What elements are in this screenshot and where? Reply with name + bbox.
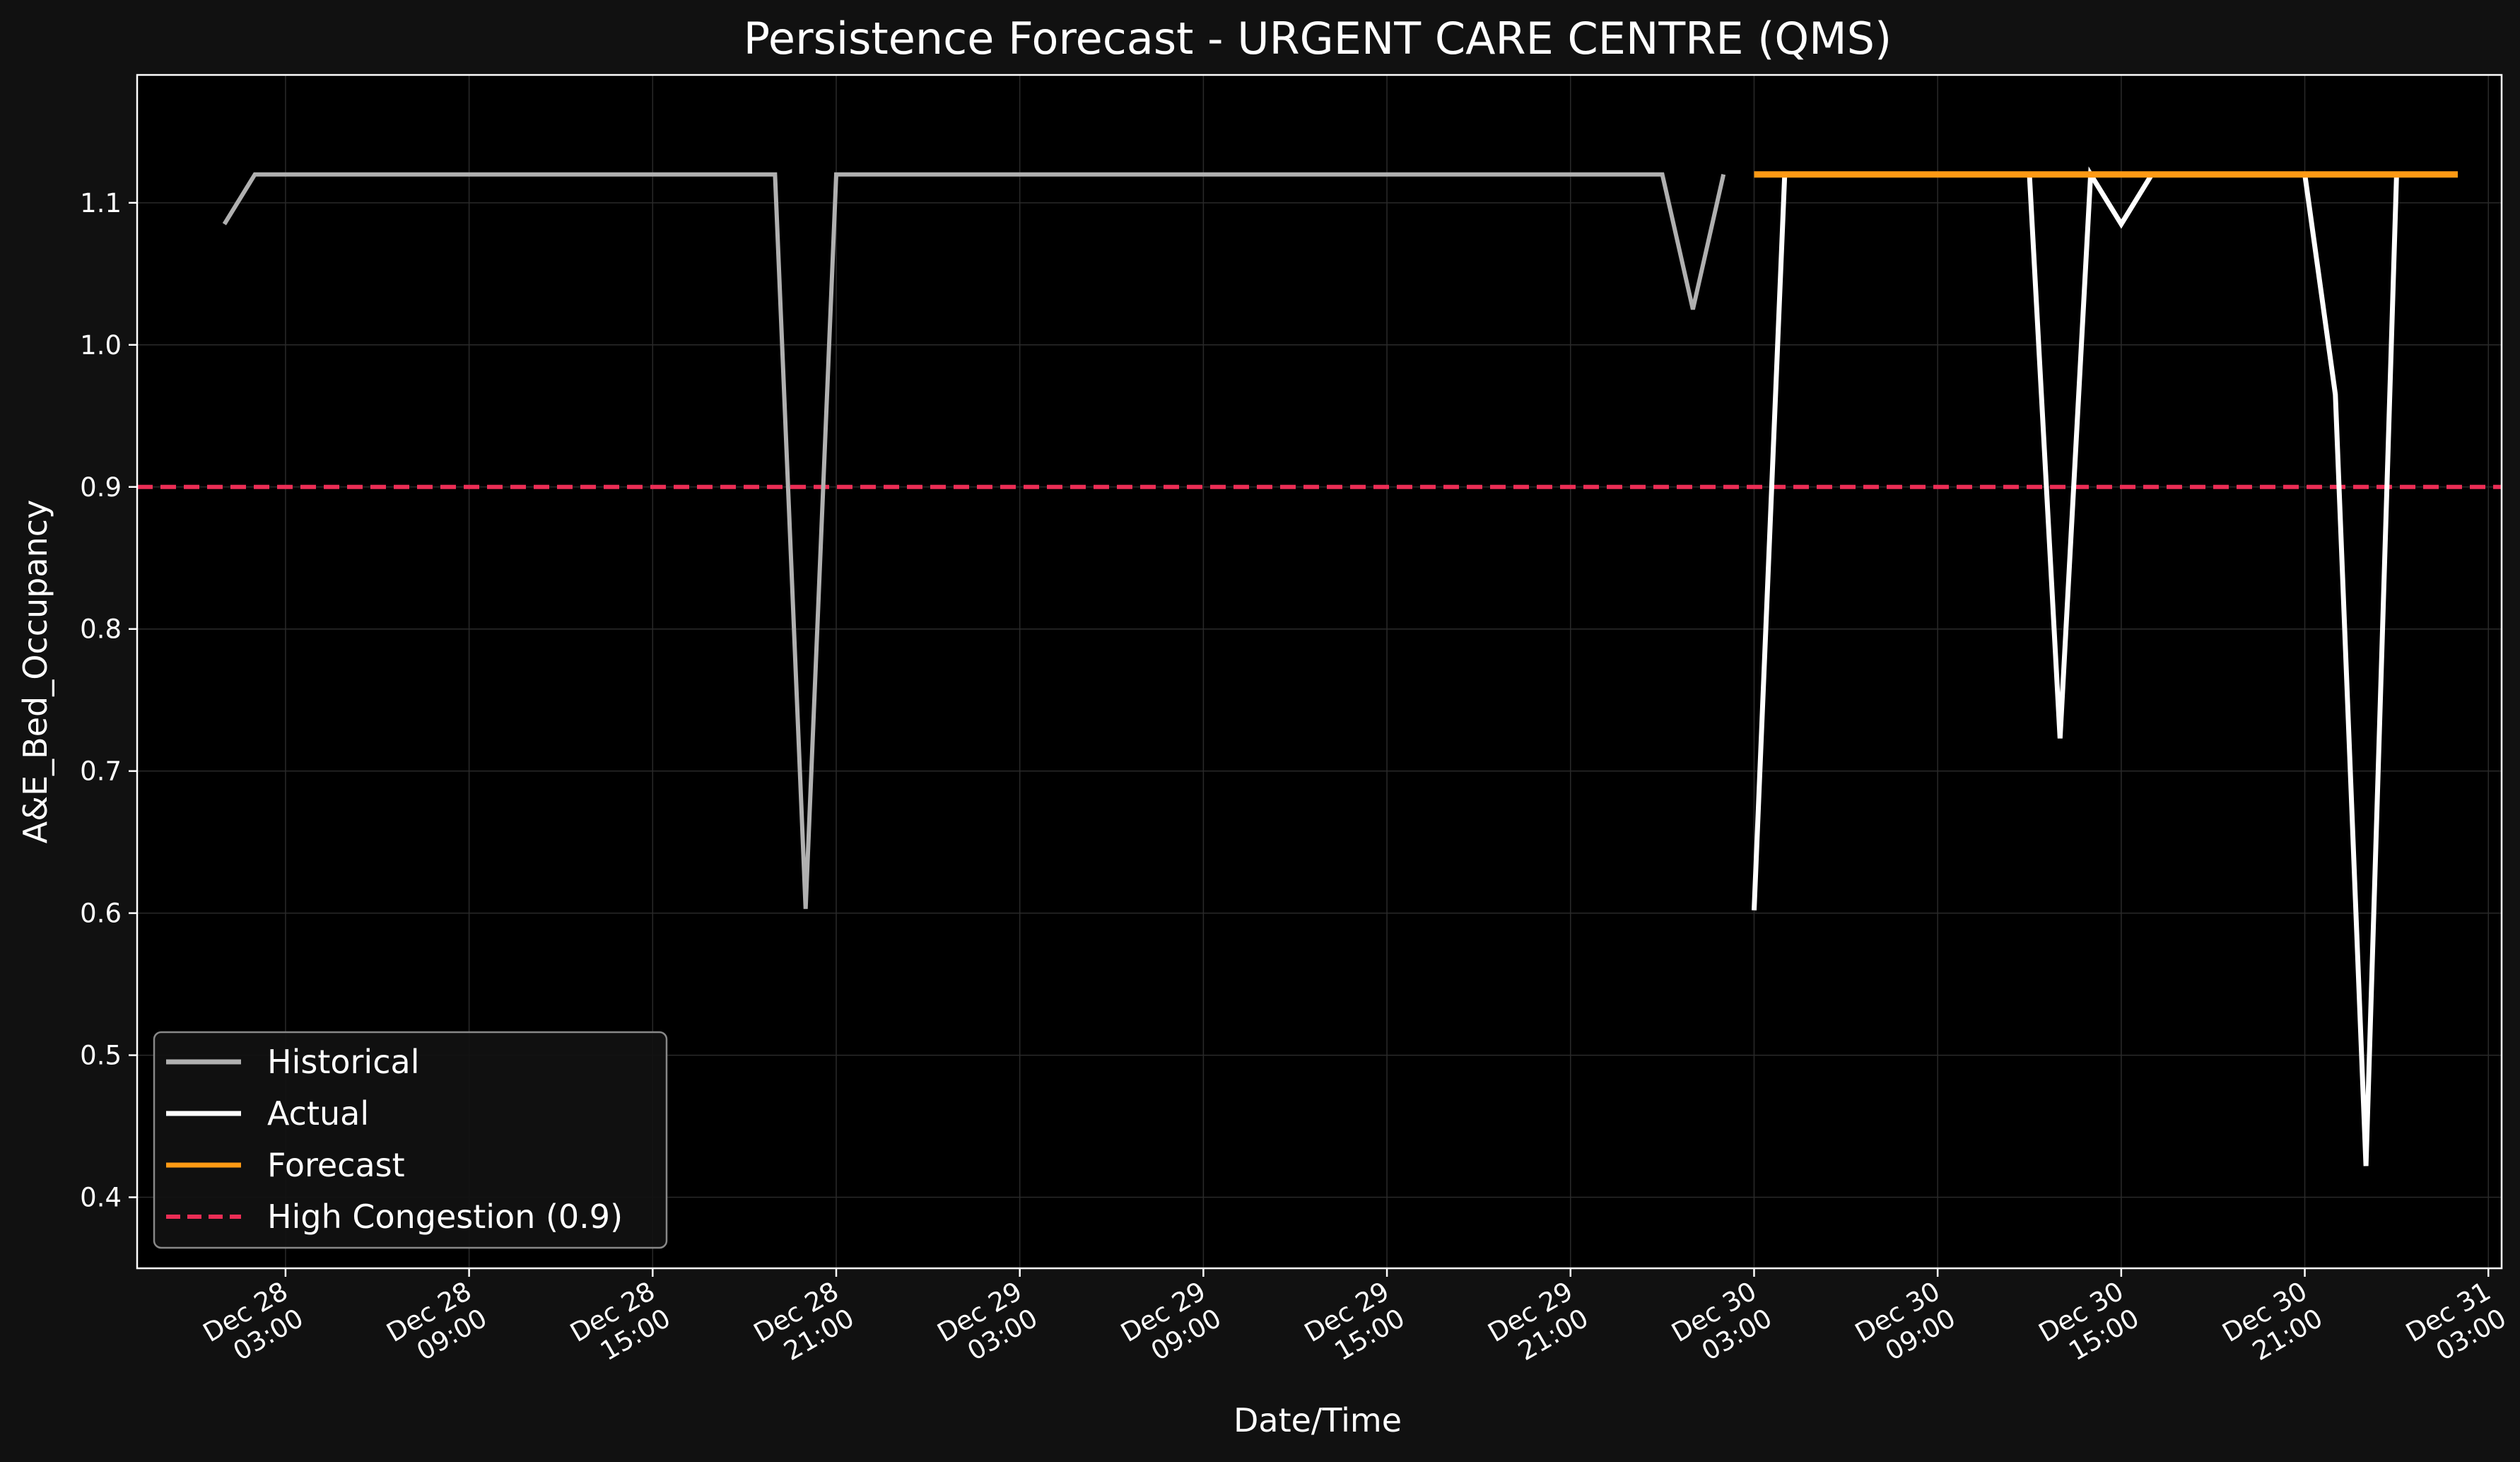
legend: Historical Actual Forecast High Congesti… bbox=[153, 1031, 668, 1249]
series-line-historical bbox=[222, 172, 1726, 909]
legend-box bbox=[153, 1031, 668, 1249]
y-tick-label: 0.7 bbox=[80, 756, 122, 787]
y-tick-label: 0.5 bbox=[80, 1041, 122, 1071]
y-tick-label: 1.0 bbox=[80, 330, 122, 361]
y-tick-label: 0.9 bbox=[80, 472, 122, 503]
legend-threshold-label: High Congestion (0.9) bbox=[267, 1198, 623, 1236]
legend-actual-label: Actual bbox=[267, 1094, 369, 1133]
y-tick-label: 0.4 bbox=[80, 1183, 122, 1213]
y-tick-label: 0.8 bbox=[80, 614, 122, 645]
y-tick-label: 0.6 bbox=[80, 899, 122, 929]
y-axis: 0.4 0.5 0.6 0.7 0.8 0.9 1.0 1.1 bbox=[80, 188, 137, 1213]
y-axis-label: A&E_Bed_Occupancy bbox=[16, 500, 54, 843]
series-layer bbox=[222, 166, 2458, 1166]
legend-historical-label: Historical bbox=[267, 1043, 419, 1081]
plot-frame bbox=[136, 74, 2503, 1270]
x-axis-label: Date/Time bbox=[1233, 1401, 1402, 1439]
chart-title: Persistence Forecast - URGENT CARE CENTR… bbox=[744, 13, 1892, 64]
legend-forecast-label: Forecast bbox=[267, 1146, 405, 1184]
y-tick-label: 1.1 bbox=[80, 188, 122, 218]
